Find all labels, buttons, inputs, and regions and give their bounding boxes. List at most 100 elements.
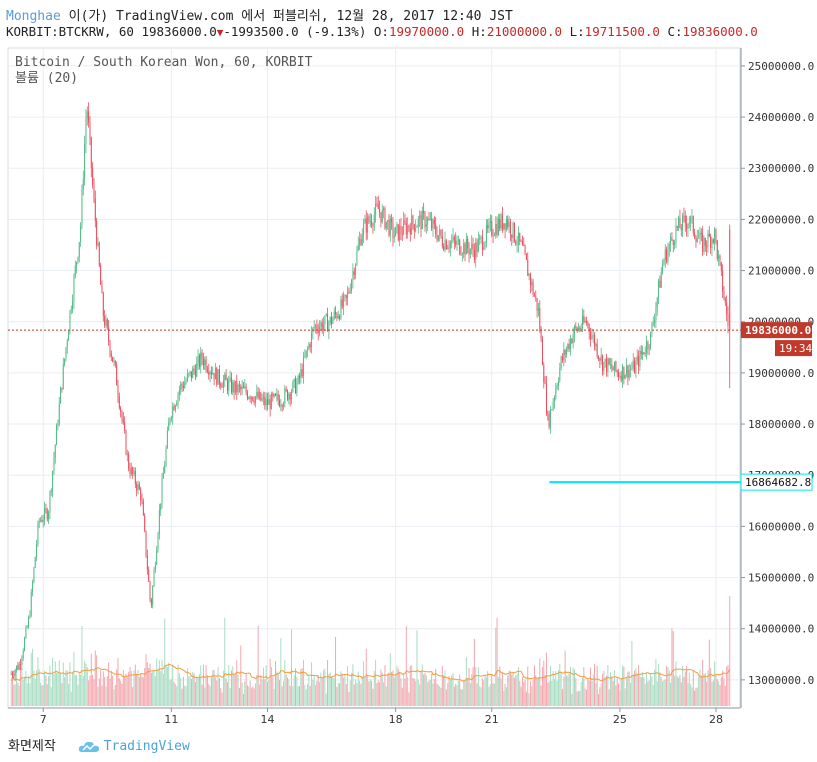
candle-body (221, 386, 223, 388)
volume-bar (209, 685, 211, 706)
candle-body (89, 122, 91, 138)
candle-body (723, 291, 725, 299)
volume-bar (441, 665, 443, 706)
volume-bar (503, 691, 505, 706)
volume-bar (321, 677, 323, 706)
candle-body (679, 217, 681, 229)
candle-body (114, 360, 116, 365)
candle-body (170, 417, 172, 419)
candle-body (592, 335, 594, 337)
volume-bar (493, 683, 495, 706)
volume-bar (185, 686, 187, 706)
volume-bar (404, 678, 406, 706)
candle-body (208, 371, 210, 375)
candle-body (451, 241, 453, 243)
candle-body (399, 225, 401, 241)
author-link[interactable]: Monghae (6, 9, 61, 24)
candle-body (154, 564, 156, 571)
candle-body (28, 617, 30, 627)
volume-bar (400, 678, 402, 706)
volume-bar (198, 674, 200, 706)
volume-bar (84, 660, 86, 706)
candle-body (698, 237, 700, 239)
volume-bar (547, 682, 549, 706)
candle-body (360, 239, 362, 246)
candle-body (13, 675, 15, 676)
volume-bar (66, 670, 68, 706)
volume-bar (309, 685, 311, 706)
volume-bar (479, 686, 481, 706)
candle-body (568, 343, 570, 350)
candle-body (722, 270, 724, 292)
volume-bar (405, 626, 407, 706)
candle-body (409, 228, 411, 235)
candle-body (544, 382, 546, 384)
volume-bar (607, 665, 609, 706)
candle-body (24, 638, 26, 651)
volume-bar (500, 678, 502, 706)
volume-bar (480, 687, 482, 706)
volume-bar (85, 663, 87, 706)
candle-body (488, 222, 490, 229)
volume-bar (419, 684, 421, 706)
volume-bar (225, 678, 227, 706)
volume-bar (351, 672, 353, 706)
candle-body (42, 519, 44, 522)
volume-bar (299, 686, 301, 706)
candle-body (178, 389, 180, 394)
candle-body (10, 673, 12, 675)
candle-body (420, 215, 422, 230)
volume-bar (232, 666, 234, 706)
candle-body (674, 242, 676, 245)
volume-bar (501, 671, 503, 706)
candle-body (189, 371, 191, 374)
volume-bar (329, 672, 331, 706)
candle-body (361, 234, 363, 246)
volume-bar (265, 665, 267, 706)
volume-bar (222, 670, 224, 706)
volume-bar (700, 675, 702, 706)
candle-body (608, 358, 610, 365)
candle-body (711, 239, 713, 248)
tradingview-brand[interactable]: TradingView (78, 739, 190, 754)
candle-body (265, 399, 267, 406)
volume-bar (246, 685, 248, 706)
volume-bar (13, 684, 15, 706)
volume-bar (157, 669, 159, 706)
volume-bar (152, 671, 154, 706)
volume-bar (34, 678, 36, 706)
volume-bar (428, 680, 430, 706)
volume-bar (385, 686, 387, 706)
volume-bar (436, 683, 438, 706)
candle-body (242, 386, 244, 389)
candle-body (134, 471, 136, 485)
candle-body (81, 189, 83, 226)
candle-body (396, 224, 398, 227)
candle-body (33, 567, 35, 582)
volume-bar (445, 689, 447, 706)
publish-info: 이(가) TradingView.com 에서 퍼블리쉬, 12월 28, 20… (60, 9, 513, 24)
volume-bar (233, 674, 235, 706)
candle-body (580, 327, 582, 330)
candle-body (647, 341, 649, 349)
candle-body (337, 316, 339, 319)
candle-body (17, 665, 19, 670)
volume-bar (18, 685, 20, 706)
candle-body (363, 223, 365, 235)
volume-bar (25, 670, 27, 706)
candle-body (204, 359, 206, 366)
candle-body (214, 368, 216, 380)
volume-bar (37, 657, 39, 706)
volume-bar (148, 667, 150, 706)
candle-body (245, 386, 247, 393)
volume-bar (572, 667, 574, 706)
footer-caption: 화면제작 (8, 739, 56, 754)
candle-body (528, 274, 530, 276)
candle-body (453, 236, 455, 241)
volume-bar (407, 677, 409, 706)
volume-bar (420, 670, 422, 706)
candle-body (639, 350, 641, 367)
candle-body (427, 218, 429, 225)
volume-bar (380, 669, 382, 706)
